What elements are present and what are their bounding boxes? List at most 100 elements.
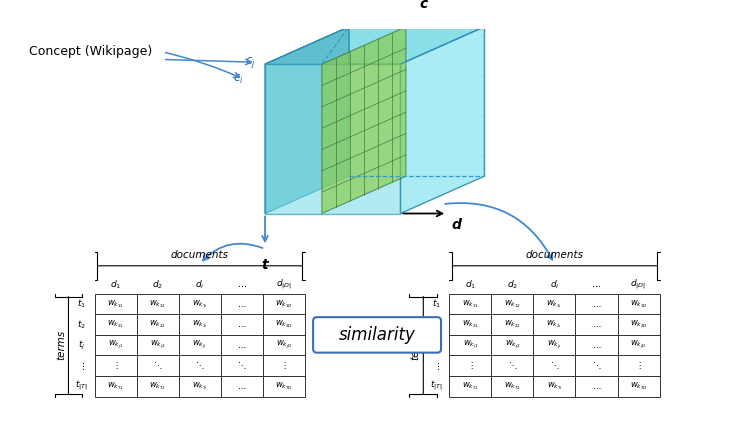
Text: $w_{k_{jD}}$: $w_{k_{jD}}$ [630,339,647,352]
Bar [263,314,305,335]
Text: $d_1$: $d_1$ [110,278,121,291]
Text: $w_{k_{Ti}}$: $w_{k_{Ti}}$ [547,381,562,392]
Bar [533,376,576,397]
Text: $w_{k_{2i}}$: $w_{k_{2i}}$ [547,319,562,330]
Text: $w_{k_{j1}}$: $w_{k_{j1}}$ [463,339,479,352]
Text: $c_j$: $c_j$ [245,55,256,70]
Text: $w_{k_{j1}}$: $w_{k_{j1}}$ [108,339,123,352]
Bar [95,294,137,314]
Bar [491,294,533,314]
Bar [137,376,179,397]
Text: $\cdots$: $\cdots$ [592,320,601,329]
Text: $\ddots$: $\ddots$ [592,360,601,371]
Text: d: d [452,218,462,232]
Bar [617,335,660,356]
Bar [137,335,179,356]
Text: $d_{|D|}$: $d_{|D|}$ [631,277,646,292]
Text: $w_{k_{T1}}$: $w_{k_{T1}}$ [462,381,479,392]
Text: $w_{k_{12}}$: $w_{k_{12}}$ [504,299,521,310]
Text: $\ddots$: $\ddots$ [550,360,559,371]
Bar [137,294,179,314]
Bar [263,356,305,376]
Text: $t_1$: $t_1$ [432,298,441,310]
Bar [220,335,263,356]
Polygon shape [265,64,401,213]
Text: $w_{k_{TD}}$: $w_{k_{TD}}$ [275,381,292,392]
Bar [220,356,263,376]
Text: $w_{k_{ji}}$: $w_{k_{ji}}$ [547,339,562,352]
Text: $w_{k_{2D}}$: $w_{k_{2D}}$ [275,319,292,330]
Bar [450,376,491,397]
Text: $w_{k_{ji}}$: $w_{k_{ji}}$ [192,339,207,352]
Bar [617,294,660,314]
Bar [179,376,220,397]
Bar [533,294,576,314]
Text: $\vdots$: $\vdots$ [635,360,642,371]
Text: $d_2$: $d_2$ [507,278,518,291]
Text: $\ddots$: $\ddots$ [237,360,246,371]
Text: $\cdots$: $\cdots$ [237,299,246,308]
Text: $w_{k_{1D}}$: $w_{k_{1D}}$ [275,299,292,310]
Bar [137,314,179,335]
Text: $w_{k_{11}}$: $w_{k_{11}}$ [462,299,479,310]
Bar [450,335,491,356]
Bar [491,376,533,397]
Text: $\cdots$: $\cdots$ [237,320,246,329]
Text: $\cdots$: $\cdots$ [592,382,601,391]
Text: $w_{k_{T2}}$: $w_{k_{T2}}$ [149,381,166,392]
Text: $w_{k_{T2}}$: $w_{k_{T2}}$ [504,381,521,392]
Text: $d_i$: $d_i$ [550,278,559,291]
Text: $w_{k_{21}}$: $w_{k_{21}}$ [462,319,479,330]
Text: $w_{k_{T1}}$: $w_{k_{T1}}$ [107,381,124,392]
Polygon shape [265,27,485,64]
Polygon shape [322,27,406,213]
Text: $t_{|T|}$: $t_{|T|}$ [430,379,443,393]
Bar [220,376,263,397]
Text: $\ddots$: $\ddots$ [195,360,204,371]
Text: c: c [419,0,428,11]
Bar [450,294,491,314]
Text: $w_{k_{2D}}$: $w_{k_{2D}}$ [630,319,648,330]
Bar [95,376,137,397]
Bar [576,335,617,356]
Bar [263,294,305,314]
Bar [617,314,660,335]
Text: $\ddots$: $\ddots$ [508,360,517,371]
Text: $w_{k_{jD}}$: $w_{k_{jD}}$ [275,339,292,352]
Bar [533,356,576,376]
Text: $t_j$: $t_j$ [433,339,440,352]
Text: $\vdots$: $\vdots$ [280,360,287,371]
Text: $c_i$: $c_i$ [233,73,243,86]
Bar [533,314,576,335]
Text: $\cdots$: $\cdots$ [237,382,246,391]
Bar [576,356,617,376]
Bar [95,335,137,356]
Bar [617,356,660,376]
Bar [617,376,660,397]
Text: $\cdots$: $\cdots$ [237,341,246,349]
Text: $d_1$: $d_1$ [464,278,476,291]
Bar [491,356,533,376]
Text: $w_{k_{12}}$: $w_{k_{12}}$ [149,299,166,310]
Bar [576,376,617,397]
Text: $w_{k_{2i}}$: $w_{k_{2i}}$ [191,319,208,330]
Text: $w_{k_{1i}}$: $w_{k_{1i}}$ [547,299,562,310]
Text: $t_1$: $t_1$ [77,298,86,310]
Text: $d_i$: $d_i$ [195,278,204,291]
Text: Concept (Wikipage): Concept (Wikipage) [29,45,153,58]
Text: $w_{k_{22}}$: $w_{k_{22}}$ [504,319,521,330]
Bar [95,314,137,335]
Text: $\vdots$: $\vdots$ [78,360,85,372]
Text: documents: documents [171,250,229,260]
Text: $w_{k_{22}}$: $w_{k_{22}}$ [149,319,166,330]
Text: $\vdots$: $\vdots$ [112,360,119,371]
Text: $w_{k_{21}}$: $w_{k_{21}}$ [107,319,124,330]
Text: $t_j$: $t_j$ [78,339,85,352]
Text: terms: terms [56,330,66,360]
Bar [179,335,220,356]
Bar [450,356,491,376]
Polygon shape [401,27,485,213]
Bar [220,294,263,314]
Bar [179,294,220,314]
Text: $\cdots$: $\cdots$ [237,280,246,289]
